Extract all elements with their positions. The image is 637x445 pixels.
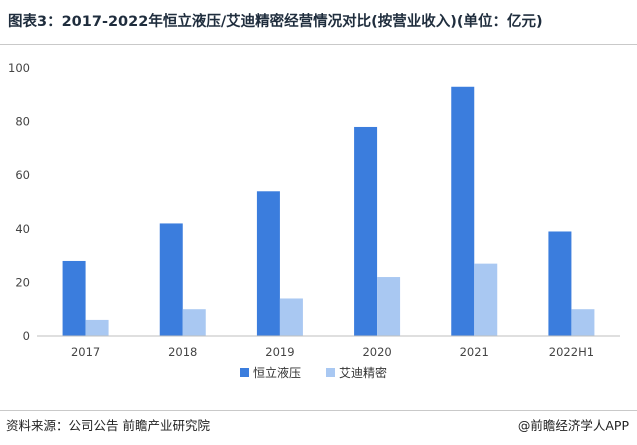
y-tick-label: 0 [23,329,30,343]
legend: 恒立液压 艾迪精密 [240,365,387,380]
source-note: 资料来源：公司公告 前瞻产业研究院 [6,418,210,433]
x-axis-ticks: 2017 2018 2019 2020 2021 2022H1 [71,345,594,359]
legend-aidi-swatch [326,368,335,377]
x-tick-label: 2017 [71,345,100,359]
chart-title: 图表3：2017-2022年恒立液压/艾迪精密经营情况对比(按营业收入)(单位：… [8,14,543,30]
x-tick-label: 2022H1 [549,345,594,359]
x-tick-label: 2019 [265,345,294,359]
bottom-divider [0,410,637,411]
bars [62,86,595,337]
bar-aidi-2021 [474,263,498,336]
y-tick-label: 60 [15,168,30,182]
y-tick-label: 40 [15,222,30,236]
bar-hengli-2017 [62,260,86,336]
bar-aidi-2020 [377,277,401,336]
bar-hengli-2022H1 [548,231,572,336]
y-tick-label: 100 [8,61,30,75]
y-tick-label: 80 [15,115,30,129]
bar-hengli-2019 [256,191,280,336]
bar-hengli-2020 [354,126,378,337]
legend-hengli-label: 恒立液压 [253,365,301,380]
bar-aidi-2018 [182,309,206,336]
brand-credit: @前瞻经济学人APP [517,418,629,433]
bar-hengli-2021 [451,86,475,336]
legend-hengli-swatch [240,368,249,377]
legend-aidi-label: 艾迪精密 [339,365,387,380]
bar-aidi-2019 [279,298,303,336]
y-axis-ticks: 0 20 40 60 80 100 [8,61,30,343]
bar-aidi-2022H1 [571,309,595,336]
bar-hengli-2018 [159,223,183,336]
bar-aidi-2017 [85,319,109,336]
x-tick-label: 2018 [168,345,197,359]
top-divider [0,44,637,45]
x-tick-label: 2020 [362,345,391,359]
y-tick-label: 20 [15,275,30,289]
x-tick-label: 2021 [460,345,489,359]
